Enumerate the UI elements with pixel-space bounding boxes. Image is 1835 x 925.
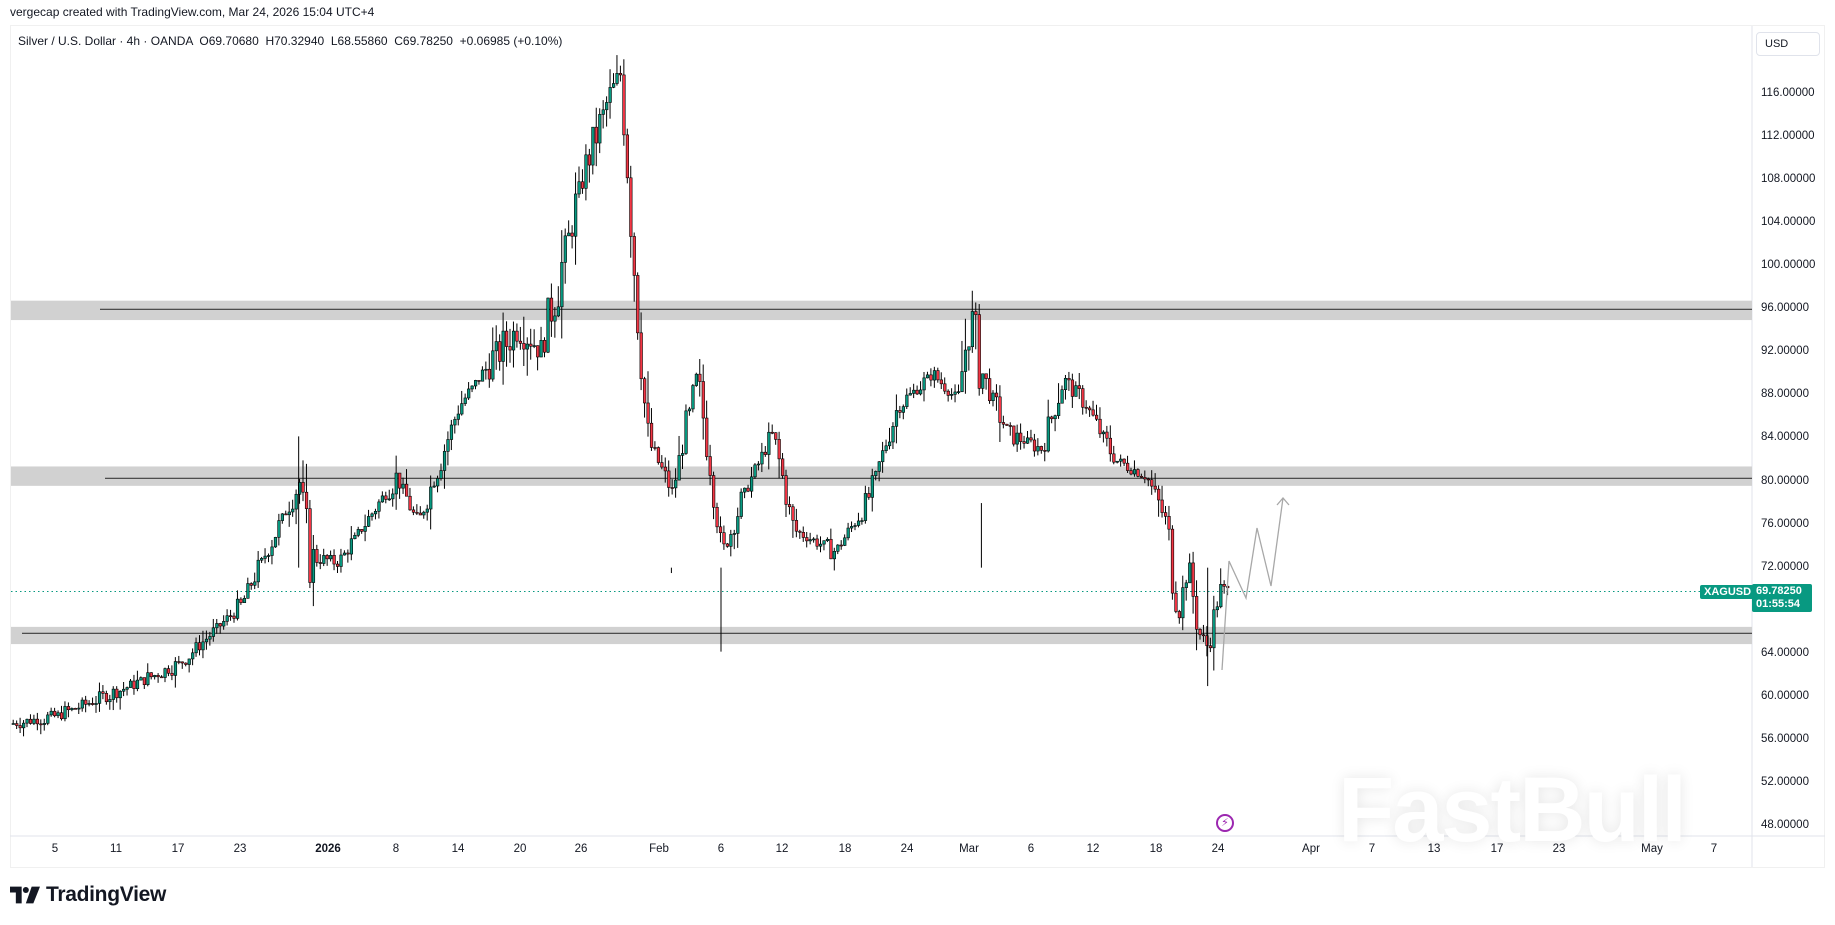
time-tick: 18 — [838, 843, 852, 855]
zone-mid[interactable] — [11, 466, 1752, 486]
time-tick: 6 — [717, 843, 725, 855]
current-price-value: 69.78250 — [1756, 585, 1802, 597]
time-tick: 6 — [1027, 843, 1035, 855]
legend-change: +0.06985 (+0.10%) — [459, 34, 563, 48]
price-tick: 100.00000 — [1761, 259, 1816, 272]
price-tick: 112.00000 — [1761, 130, 1815, 143]
candles — [11, 55, 1230, 737]
ohlc-legend: Silver / U.S. Dollar · 4h · OANDA O69.70… — [18, 34, 562, 48]
time-tick: 24 — [1211, 843, 1225, 855]
time-tick: 12 — [1086, 843, 1100, 855]
price-tick: 52.00000 — [1761, 775, 1809, 788]
tradingview-logo[interactable]: TradingView — [10, 883, 166, 907]
lightning-event-icon[interactable]: ⚡ — [1216, 814, 1234, 832]
price-tick: 88.00000 — [1761, 388, 1809, 401]
time-tick: 20 — [513, 843, 527, 855]
legend-high: H70.32940 — [265, 34, 325, 48]
time-tick: May — [1641, 843, 1663, 855]
price-tick: 80.00000 — [1761, 474, 1809, 487]
price-tick: 76.00000 — [1761, 517, 1809, 530]
fastbull-watermark: FastBull — [1338, 759, 1687, 861]
projection-arrowhead-icon — [1276, 497, 1290, 506]
legend-open: O69.70680 — [199, 34, 259, 48]
price-tick: 108.00000 — [1761, 173, 1816, 186]
zone-support[interactable] — [11, 626, 1752, 645]
price-tick: 56.00000 — [1761, 732, 1809, 745]
symbol-price-tag: XAGUSD — [1700, 585, 1756, 599]
time-tick: 17 — [1490, 843, 1504, 855]
bar-countdown: 01:55:54 — [1756, 598, 1801, 610]
time-tick: 11 — [110, 843, 122, 855]
price-tick: 64.00000 — [1761, 646, 1809, 659]
chart-credit: vergecap created with TradingView.com, M… — [10, 5, 375, 19]
time-tick: 23 — [233, 843, 247, 855]
price-tick: 92.00000 — [1761, 345, 1809, 358]
zone-resistance[interactable] — [11, 300, 1752, 321]
price-tick: 116.00000 — [1761, 87, 1815, 99]
currency-button[interactable]: USD — [1756, 32, 1820, 56]
time-tick: 13 — [1427, 843, 1441, 855]
price-tick: 72.00000 — [1761, 560, 1809, 573]
time-tick: 7 — [1710, 843, 1718, 855]
price-tick: 60.00000 — [1761, 689, 1809, 702]
time-tick: 26 — [574, 843, 588, 855]
time-tick: 7 — [1368, 843, 1376, 855]
price-tick: 96.00000 — [1761, 302, 1809, 315]
legend-low: L68.55860 — [330, 34, 388, 48]
tradingview-logo-icon — [10, 886, 40, 904]
chart-frame — [10, 25, 1825, 868]
tradingview-wordmark: TradingView — [46, 883, 167, 906]
time-tick: Apr — [1302, 843, 1320, 855]
price-tick: 104.00000 — [1761, 216, 1816, 229]
time-tick: 14 — [451, 843, 465, 855]
legend-close: C69.78250 — [394, 34, 453, 48]
price-tick: 48.00000 — [1761, 819, 1809, 832]
time-tick: 17 — [171, 843, 185, 855]
price-tick: 84.00000 — [1761, 431, 1809, 444]
time-tick: Mar — [959, 843, 979, 855]
time-tick: 8 — [392, 843, 400, 855]
time-tick: 18 — [1149, 843, 1163, 855]
time-tick: 12 — [775, 843, 789, 855]
time-tick: 5 — [51, 843, 59, 855]
time-tick: 2026 — [315, 843, 341, 855]
time-tick: 24 — [900, 843, 914, 855]
current-price-label: 69.78250 01:55:54 — [1752, 584, 1812, 612]
projection-path[interactable] — [1221, 497, 1284, 671]
symbol-title[interactable]: Silver / U.S. Dollar · 4h · OANDA — [18, 34, 193, 48]
time-tick: Feb — [649, 843, 669, 855]
time-tick: 23 — [1552, 843, 1566, 855]
